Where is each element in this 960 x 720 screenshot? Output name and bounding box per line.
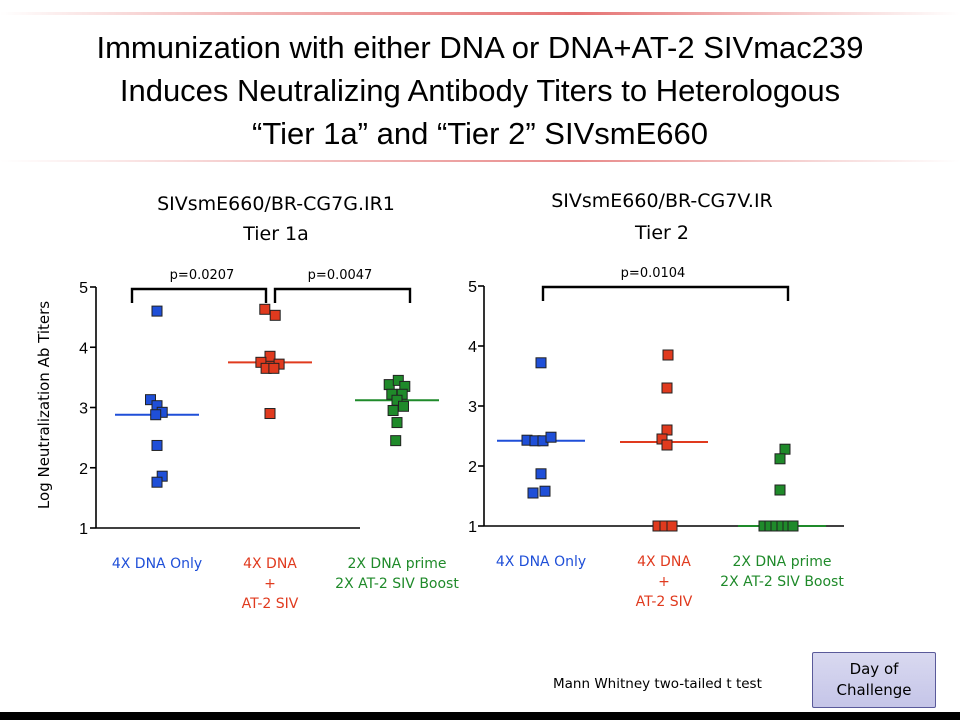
chart1-point-2-2	[269, 309, 281, 321]
chart2-y-tick-label-1: 1	[468, 519, 477, 536]
chart1-p-value-label-2: p=0.0047	[308, 268, 373, 283]
chart1-category-label-3-line-2: 2X AT-2 SIV Boost	[335, 576, 459, 592]
chart1-significance-bracket-1	[130, 287, 268, 303]
chart1-category-label-2-line-3: AT-2 SIV	[242, 596, 299, 612]
chart1-category-label-1-line-1: 4X DNA Only	[112, 556, 202, 572]
chart2-point-1-7	[527, 487, 539, 499]
chart2-p-value-label-1: p=0.0104	[621, 266, 686, 281]
chart1-point-1-8	[151, 476, 163, 488]
slide-title: Immunization with either DNA or DNA+AT-2…	[0, 26, 960, 155]
chart2-point-1-6	[535, 468, 547, 480]
bottom-bar	[0, 712, 960, 720]
chart2-point-3-3	[774, 484, 786, 496]
chart2-point-2-2	[661, 382, 673, 394]
chart2-category-label-2-line-1: 4X DNA	[637, 554, 691, 570]
chart2-title-line-1: SIVsmE660/BR-CG7V.IR	[551, 190, 773, 212]
chart1-title-line-1: SIVsmE660/BR-CG7G.IR1	[157, 193, 395, 215]
chart2-point-1-5	[545, 431, 557, 443]
chart1-y-tick-label-1: 1	[79, 521, 88, 538]
chart2-point-3-9	[787, 520, 799, 532]
chart2-y-tick-label-3: 3	[468, 399, 477, 416]
chart2-point-2-5	[661, 439, 673, 451]
day-of-challenge-button[interactable]: Day of Challenge	[812, 652, 936, 708]
chart1-point-2-1	[259, 303, 271, 315]
chart1-point-3-7	[398, 400, 409, 412]
slide-title-line-3: “Tier 1a” and “Tier 2” SIVsmE660	[252, 116, 708, 151]
chart1-title-line-2: Tier 1a	[242, 223, 309, 245]
chart1-category-label-2-line-2: +	[264, 576, 276, 592]
chart1-point-3-2	[392, 374, 404, 386]
chart1-category-label-3-line-1: 2X DNA prime	[347, 556, 446, 572]
chart1-point-1-1	[151, 305, 163, 317]
chart2-point-1-8	[539, 485, 551, 497]
chart1-y-axis-label: Log Neutralization Ab Titers	[35, 301, 53, 509]
chart2-point-3-1	[779, 443, 791, 455]
chart1-point-3-1	[383, 379, 395, 391]
chart2-significance-bracket-1	[541, 285, 790, 301]
chart2-point-2-8	[666, 520, 678, 532]
slide-title-line-1: Immunization with either DNA or DNA+AT-2…	[96, 30, 864, 65]
chart2-title-line-2: Tier 2	[634, 222, 689, 244]
chart1-point-1-6	[151, 439, 163, 451]
chart1-category-label-2-line-1: 4X DNA	[243, 556, 297, 572]
chart2-category-label-2-line-2: +	[658, 574, 670, 590]
chart1-point-2-8	[264, 408, 276, 420]
chart2-y-tick-label-5: 5	[468, 279, 477, 296]
chart1-point-3-10	[390, 435, 402, 447]
chart2-y-tick-label-4: 4	[468, 339, 477, 356]
chart2-y-tick-label-2: 2	[468, 459, 477, 476]
chart1-point-3-8	[387, 405, 399, 417]
chart2-point-2-1	[662, 349, 674, 361]
chart1-point-3-9	[391, 417, 403, 429]
chart2-point-1-1	[535, 357, 547, 369]
title-divider-line	[0, 160, 960, 162]
chart2-category-label-3-line-2: 2X AT-2 SIV Boost	[720, 574, 844, 590]
slide-title-line-2: Induces Neutralizing Antibody Titers to …	[119, 73, 841, 108]
chart2-category-label-2-line-3: AT-2 SIV	[636, 594, 693, 610]
chart2-category-label-1-line-1: 4X DNA Only	[496, 554, 586, 570]
chart1-point-2-3	[264, 350, 276, 362]
chart1-p-value-label-1: p=0.0207	[170, 268, 235, 283]
chart1-point-1-5	[150, 409, 162, 421]
chart1-y-tick-label-4: 4	[79, 340, 88, 357]
chart1-y-tick-label-3: 3	[79, 401, 88, 418]
chart2-category-label-3-line-1: 2X DNA prime	[732, 554, 831, 570]
chart2-point-3-2	[774, 453, 786, 465]
top-decorative-line	[0, 12, 960, 15]
chart1-y-tick-label-5: 5	[79, 280, 88, 297]
chart1-significance-bracket-2	[273, 287, 412, 303]
chart1-point-1-2	[145, 394, 156, 406]
footnote-statistics: Mann Whitney two-tailed t test	[553, 676, 762, 692]
chart1-point-2-7	[268, 362, 280, 374]
chart1-y-tick-label-2: 2	[79, 461, 88, 478]
